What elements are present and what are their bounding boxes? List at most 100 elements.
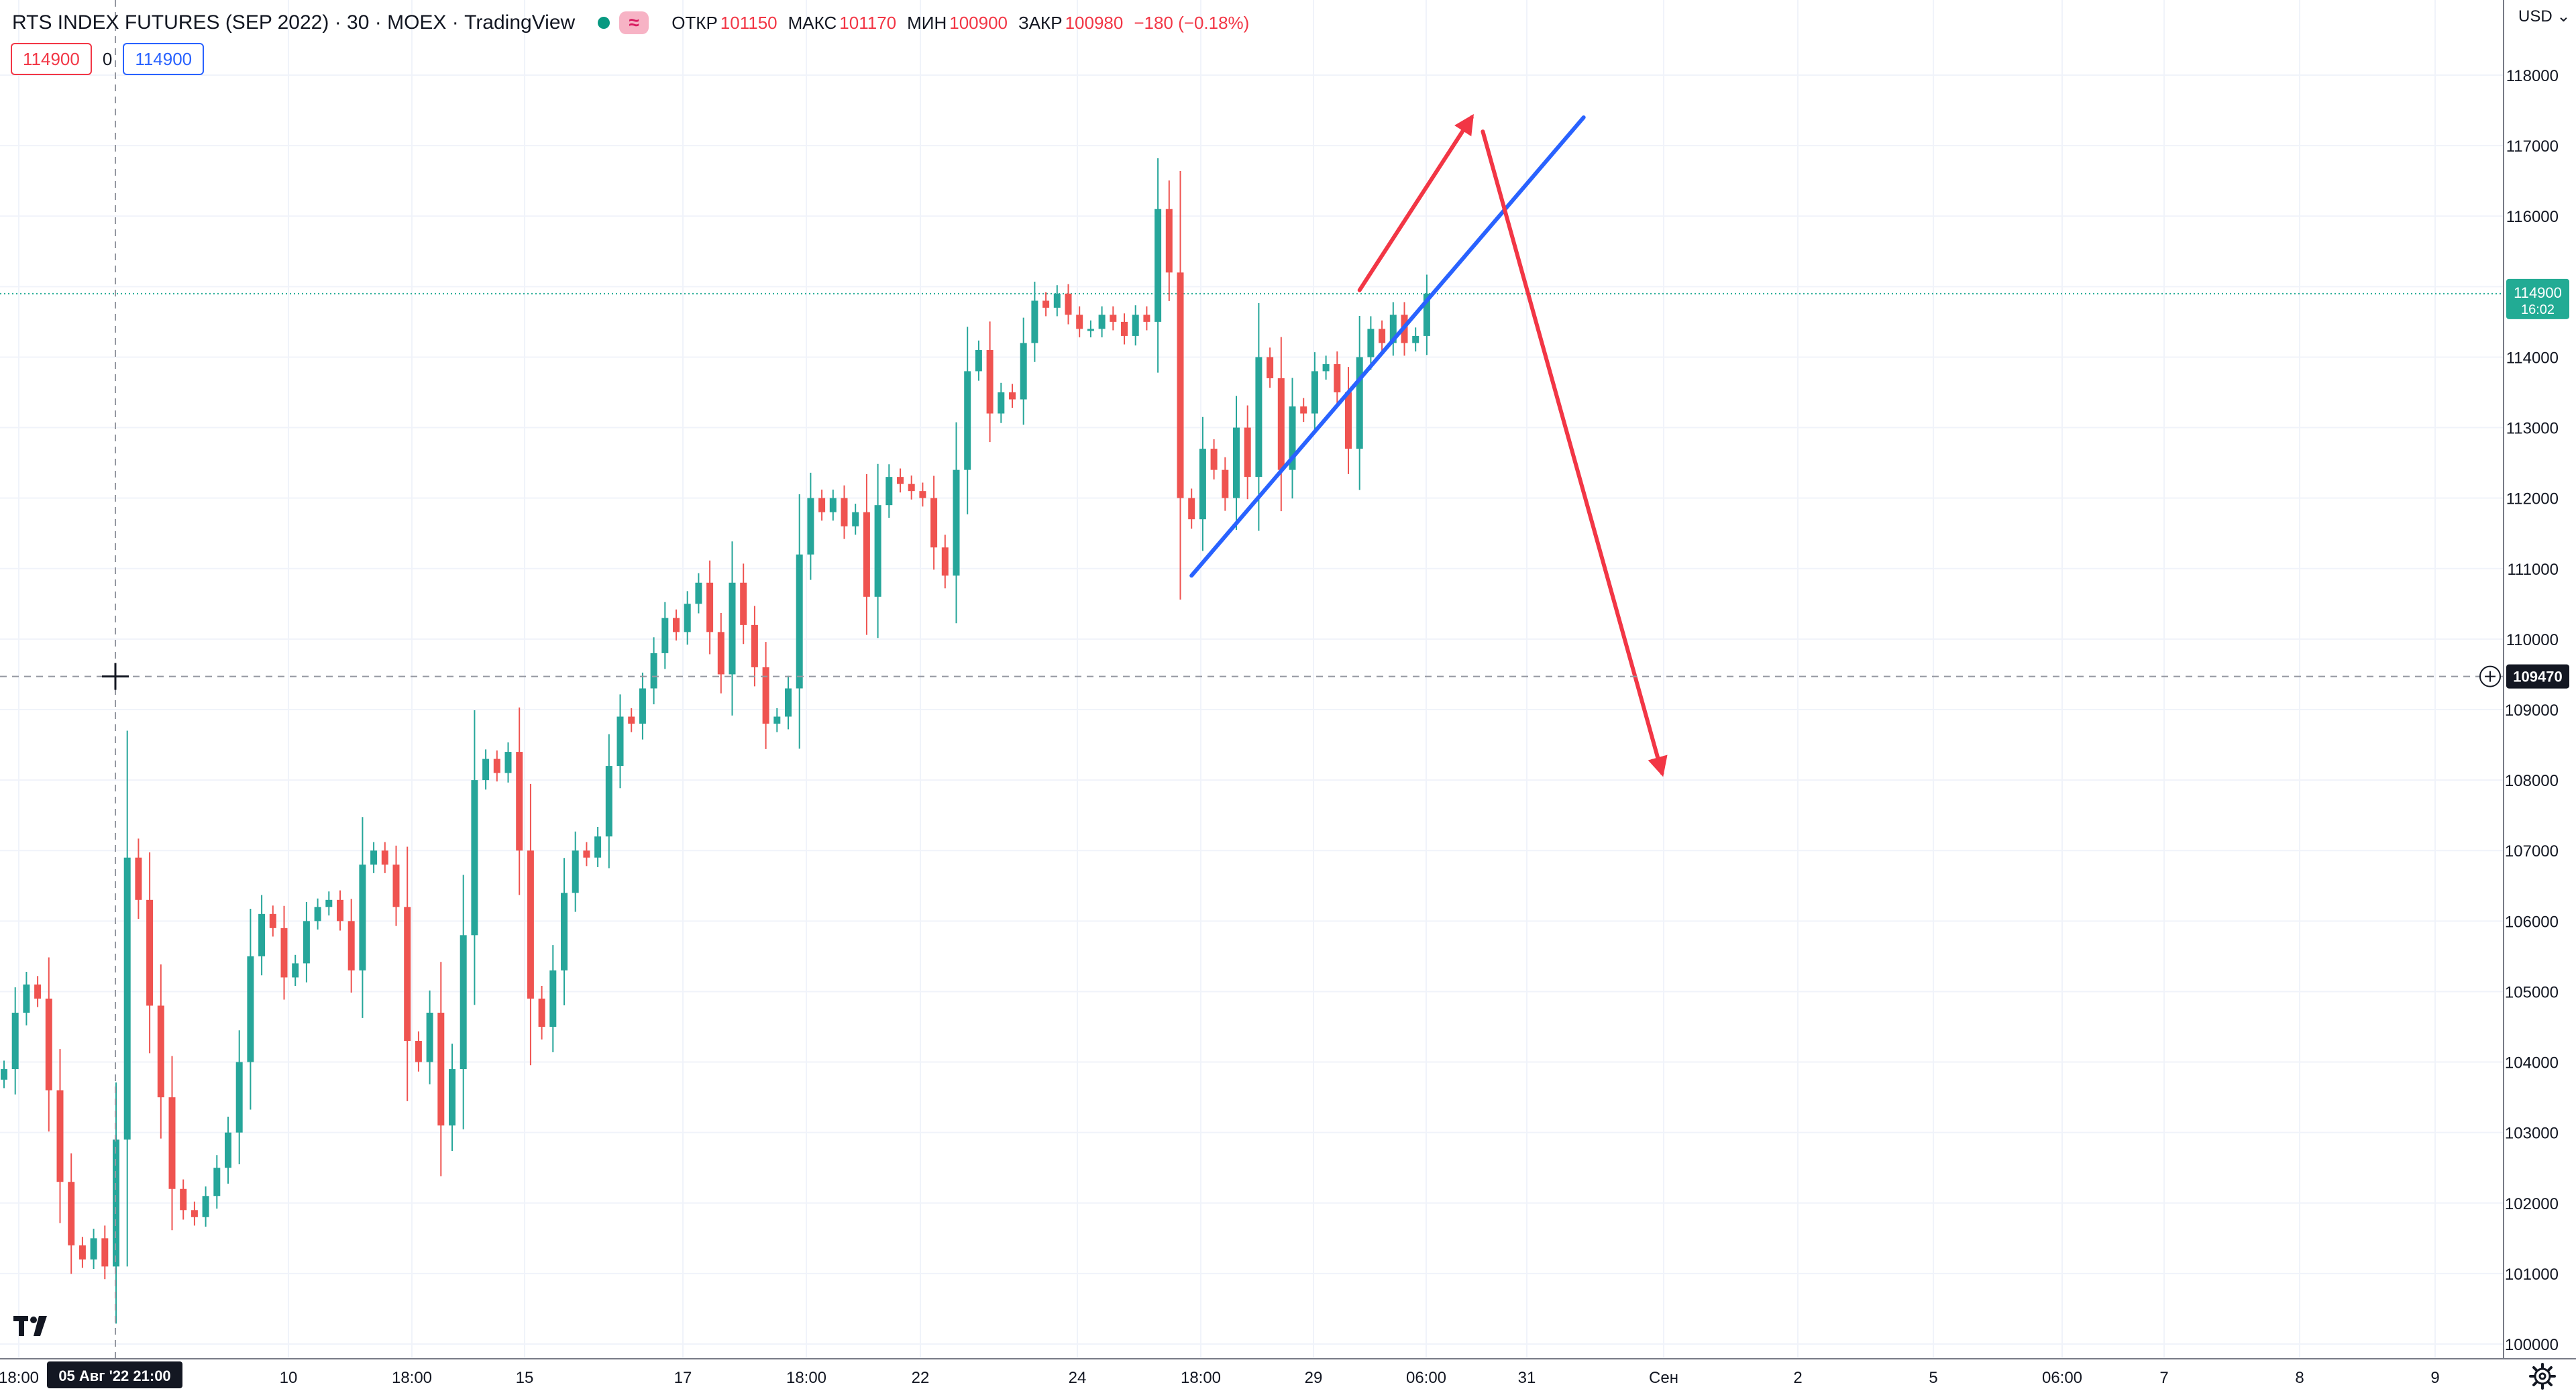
candle-body[interactable] [325, 899, 333, 907]
candle-body[interactable] [975, 349, 982, 372]
candle-body[interactable] [1188, 498, 1195, 520]
candle[interactable] [146, 852, 154, 1054]
candle-body[interactable] [247, 956, 254, 1062]
candle-body[interactable] [426, 1012, 433, 1062]
candle-body[interactable] [673, 618, 680, 632]
candle[interactable] [919, 482, 926, 507]
candle[interactable] [1155, 158, 1162, 373]
candle[interactable] [449, 1044, 455, 1151]
candle-body[interactable] [885, 477, 893, 506]
candle-body[interactable] [235, 1062, 243, 1133]
candle[interactable] [628, 708, 635, 732]
market-status-icon[interactable] [598, 17, 610, 29]
candle-body[interactable] [1199, 449, 1206, 520]
candle[interactable] [1165, 180, 1173, 301]
candle-body[interactable] [930, 498, 938, 548]
candle-body[interactable] [684, 604, 691, 632]
candle[interactable] [1076, 306, 1083, 338]
candle-body[interactable] [1389, 315, 1397, 343]
candle-body[interactable] [123, 857, 131, 1140]
candle[interactable] [303, 901, 310, 983]
blue-trend-line[interactable] [1189, 115, 1586, 578]
candle-body[interactable] [919, 491, 926, 498]
candle-body[interactable] [258, 913, 266, 956]
candle[interactable] [785, 675, 792, 730]
candle-body[interactable] [796, 554, 803, 689]
candle[interactable] [235, 1030, 243, 1164]
candle-body[interactable] [1031, 300, 1038, 343]
candle-body[interactable] [1155, 209, 1162, 322]
candle-body[interactable] [650, 653, 657, 689]
candle[interactable] [101, 1225, 109, 1280]
candle-body[interactable] [908, 484, 915, 492]
candle[interactable] [740, 563, 747, 645]
candle[interactable] [639, 672, 646, 740]
candle-body[interactable] [628, 716, 635, 724]
candle-body[interactable] [1289, 406, 1296, 470]
candle[interactable] [796, 494, 803, 749]
candle-body[interactable] [1300, 406, 1307, 414]
candle-body[interactable] [841, 498, 848, 526]
candle[interactable] [527, 783, 534, 1066]
candle[interactable] [68, 1153, 75, 1274]
candle[interactable] [404, 846, 411, 1101]
candle[interactable] [897, 468, 904, 493]
candle[interactable] [269, 905, 276, 937]
candle-body[interactable] [527, 850, 534, 999]
candle[interactable] [381, 842, 388, 873]
candle-body[interactable] [516, 752, 523, 851]
candle-body[interactable] [68, 1182, 75, 1245]
candle-body[interactable] [449, 1069, 455, 1126]
candle-body[interactable] [225, 1132, 231, 1168]
candle[interactable] [1379, 320, 1386, 352]
candle-body[interactable] [1098, 315, 1106, 329]
candle[interactable] [157, 964, 164, 1139]
candle-body[interactable] [1121, 321, 1128, 336]
candle[interactable] [202, 1186, 209, 1227]
candle[interactable] [1065, 284, 1072, 325]
candle-body[interactable] [807, 498, 814, 555]
candle[interactable] [1255, 303, 1263, 531]
candle-body[interactable] [717, 632, 724, 675]
candle-body[interactable] [1210, 449, 1218, 470]
candle[interactable] [247, 908, 254, 1110]
candle[interactable] [1300, 398, 1307, 423]
candle-body[interactable] [785, 688, 792, 717]
candle-body[interactable] [460, 935, 467, 1070]
candle-body[interactable] [751, 624, 758, 667]
candle-body[interactable] [773, 716, 781, 724]
candle-body[interactable] [829, 498, 837, 512]
candle[interactable] [583, 842, 590, 867]
candle[interactable] [1311, 352, 1318, 433]
candle[interactable] [392, 845, 400, 926]
candle[interactable] [650, 637, 657, 705]
candle[interactable] [113, 1082, 119, 1324]
candle[interactable] [729, 541, 736, 716]
candle[interactable] [258, 895, 266, 976]
candle-body[interactable] [1334, 364, 1341, 392]
candle-body[interactable] [594, 836, 602, 858]
candle[interactable] [1199, 416, 1206, 551]
candle[interactable] [1356, 315, 1363, 490]
candle[interactable] [1121, 313, 1128, 345]
candle[interactable] [337, 890, 343, 931]
candle[interactable] [168, 1056, 176, 1231]
red-arrow[interactable] [1357, 114, 1474, 292]
candle-body[interactable] [706, 582, 714, 632]
candle-body[interactable] [695, 582, 702, 604]
candle-body[interactable] [404, 907, 411, 1042]
candle-body[interactable] [1311, 371, 1318, 414]
candle[interactable] [807, 472, 814, 580]
candle[interactable] [1277, 337, 1285, 512]
candle-body[interactable] [729, 582, 736, 675]
candle-body[interactable] [986, 349, 994, 414]
candle-body[interactable] [213, 1168, 221, 1196]
candle[interactable] [941, 535, 949, 589]
indicator-value-blue[interactable]: 114900 [123, 43, 205, 75]
interval-label[interactable]: 30 [347, 11, 370, 34]
candle-body[interactable] [1, 1069, 7, 1080]
candle[interactable] [347, 899, 355, 993]
candle[interactable] [1322, 355, 1330, 380]
candle[interactable] [280, 905, 288, 1000]
